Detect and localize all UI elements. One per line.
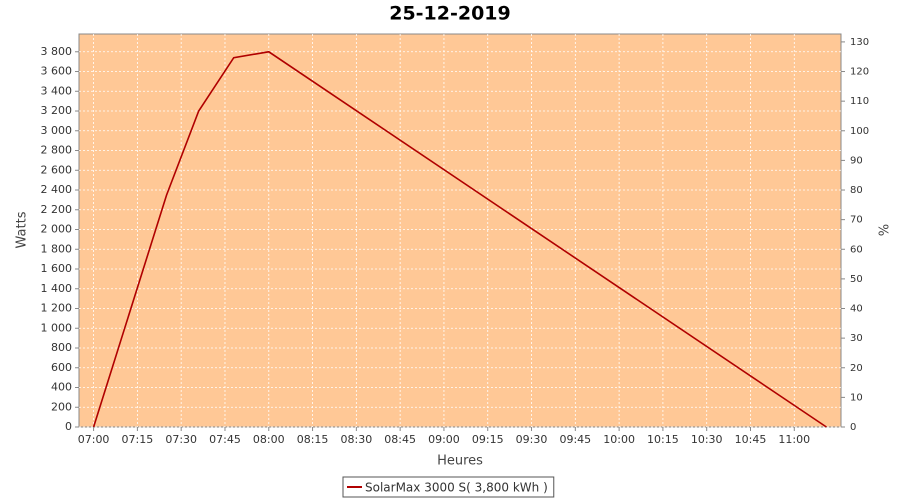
y-tick-label: 1 000: [41, 321, 73, 334]
y2-tick-label: 130: [850, 37, 869, 48]
y2-tick-label: 50: [850, 274, 863, 285]
y-tick-label: 200: [51, 400, 72, 413]
x-tick-label: 07:15: [122, 433, 154, 446]
legend-box: [342, 476, 555, 498]
x-tick-label: 09:45: [559, 433, 591, 446]
y-tick-label: 2 400: [41, 183, 73, 196]
y2-tick-label: 100: [850, 126, 869, 137]
y2-axis-title: %: [875, 224, 890, 236]
series-line: [92, 50, 827, 428]
y-tick-label: 3 600: [41, 65, 73, 78]
y2-tick-label: 90: [850, 155, 863, 166]
y2-tick-label: 10: [850, 392, 863, 403]
y-tick-label: 2 800: [41, 144, 73, 157]
x-tick-label: 10:15: [647, 433, 679, 446]
x-axis-title: Heures: [437, 454, 483, 469]
y-tick-label: 1 800: [41, 242, 73, 255]
x-tick-label: 08:45: [384, 433, 416, 446]
y-tick-label: 800: [51, 341, 72, 354]
legend-label: SolarMax 3000 S( 3,800 kWh ): [365, 481, 548, 495]
y2-tick-label: 30: [850, 333, 863, 344]
y-axis-title: Watts: [15, 211, 30, 248]
y2-tick-label: 110: [850, 96, 869, 107]
y2-tick-label: 120: [850, 67, 869, 78]
chart-title: 25-12-2019: [389, 3, 511, 25]
y-tick-label: 3 000: [41, 124, 73, 137]
y2-tick-label: 20: [850, 363, 863, 374]
x-tick-label: 08:15: [297, 433, 329, 446]
y2-tick-label: 40: [850, 304, 863, 315]
y-tick-label: 1 600: [41, 262, 73, 275]
x-tick-label: 09:30: [516, 433, 548, 446]
y-tick-label: 1 400: [41, 282, 73, 295]
x-tick-label: 10:45: [735, 433, 767, 446]
y-tick-label: 600: [51, 361, 72, 374]
y-tick-label: 3 400: [41, 84, 73, 97]
x-tick-label: 11:00: [778, 433, 810, 446]
x-tick-label: 10:00: [603, 433, 635, 446]
x-tick-label: 08:00: [253, 433, 285, 446]
x-tick-label: 07:30: [165, 433, 197, 446]
y2-tick-label: 80: [850, 185, 863, 196]
x-tick-label: 07:45: [209, 433, 241, 446]
y-tick-label: 3 800: [41, 45, 73, 58]
y2-tick-label: 0: [850, 422, 856, 433]
x-tick-label: 10:30: [691, 433, 723, 446]
x-tick-label: 07:00: [78, 433, 110, 446]
y-tick-label: 2 000: [41, 223, 73, 236]
y2-tick-label: 70: [850, 215, 863, 226]
y2-tick-label: 60: [850, 244, 863, 255]
x-tick-label: 09:15: [472, 433, 504, 446]
y-tick-label: 1 200: [41, 302, 73, 315]
y-tick-label: 2 600: [41, 163, 73, 176]
y-tick-label: 2 200: [41, 203, 73, 216]
x-tick-label: 09:00: [428, 433, 460, 446]
x-tick-label: 08:30: [341, 433, 373, 446]
y-tick-label: 400: [51, 381, 72, 394]
y-tick-label: 3 200: [41, 104, 73, 117]
y-tick-label: 0: [65, 420, 72, 433]
